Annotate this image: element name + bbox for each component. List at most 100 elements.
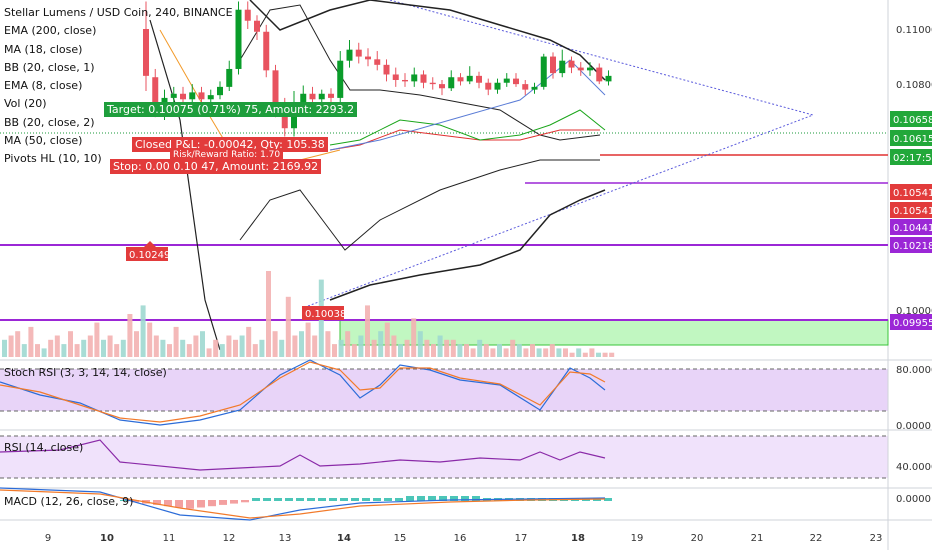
macd-hist-23 xyxy=(373,498,381,501)
volume-bar-22 xyxy=(147,322,153,357)
macd-signal-line xyxy=(0,489,606,519)
macd-label[interactable]: MACD (12, 26, close, 9) xyxy=(4,495,134,508)
indicator-legend: Stellar Lumens / USD Coin, 240, BINANCE … xyxy=(4,4,233,169)
price-badge-bg-4 xyxy=(890,184,932,200)
volume-bar-63 xyxy=(417,331,423,357)
price-badge-bg-7 xyxy=(890,237,932,253)
candle-body-40 xyxy=(513,78,519,85)
indicator-pivots[interactable]: Pivots HL (10, 10) xyxy=(4,152,102,166)
x-tick-13: 13 xyxy=(279,533,292,544)
candle-body-35 xyxy=(466,75,473,82)
candle-body-30 xyxy=(420,74,427,83)
candle-body-7 xyxy=(207,95,214,100)
ma18-line xyxy=(329,109,606,146)
candle-body-20 xyxy=(328,93,334,98)
volume-bar-90 xyxy=(596,352,601,357)
volume-bar-10 xyxy=(68,331,73,357)
candle-body-44 xyxy=(550,56,556,74)
macd-hist-22 xyxy=(362,498,370,501)
rsi-tick-40: 40.0000 xyxy=(896,462,932,473)
candle-body-32 xyxy=(439,84,445,89)
risk-reward-label[interactable]: Risk/Reward Ratio: 1.70 xyxy=(170,149,284,161)
stop-label[interactable]: Stop: 0.00 0.10 47, Amount: 2169.92 xyxy=(110,159,322,174)
x-tick-10: 10 xyxy=(100,533,114,544)
volume-bar-69 xyxy=(457,344,463,357)
volume-bar-68 xyxy=(450,339,456,357)
volume-bar-91 xyxy=(602,352,608,357)
indicator-bb1[interactable]: BB (20, close, 1) xyxy=(4,60,95,74)
candle-body-9 xyxy=(226,68,233,87)
volume-bar-65 xyxy=(431,344,436,357)
volume-bar-74 xyxy=(490,348,496,357)
stoch-rsi-label[interactable]: Stoch RSI (3, 3, 14, 14, close) xyxy=(4,366,167,379)
macd-hist-14 xyxy=(274,498,282,501)
volume-bar-4 xyxy=(28,326,34,357)
price-badge-bg-2 xyxy=(890,149,932,165)
volume-bar-37 xyxy=(246,326,252,357)
volume-bar-43 xyxy=(285,296,291,357)
volume-bar-57 xyxy=(378,331,384,357)
indicator-vol[interactable]: Vol (20) xyxy=(4,97,47,111)
candle-body-5 xyxy=(189,92,196,100)
volume-bar-33 xyxy=(219,344,225,357)
indicator-ma18[interactable]: MA (18, close) xyxy=(4,42,83,56)
macd-hist-5 xyxy=(175,500,183,508)
volume-bar-20 xyxy=(134,331,139,357)
volume-bar-40 xyxy=(266,271,271,357)
indicator-ema8[interactable]: EMA (8, close) xyxy=(4,79,83,93)
volume-bar-29 xyxy=(193,335,199,357)
candle-body-14 xyxy=(272,70,279,107)
price-badge-bg-3 xyxy=(890,167,932,183)
macd-hist-3 xyxy=(153,500,161,505)
indicator-bb2[interactable]: BB (20, close, 2) xyxy=(4,115,95,129)
candle-body-11 xyxy=(244,9,251,21)
volume-bar-49 xyxy=(325,331,331,357)
candle-body-46 xyxy=(568,60,575,68)
macd-hist-27 xyxy=(417,496,425,501)
indicator-ma50[interactable]: MA (50, close) xyxy=(4,134,83,148)
volume-bar-12 xyxy=(81,339,87,357)
candle-body-50 xyxy=(605,75,612,82)
volume-bar-1 xyxy=(8,335,14,357)
bb-lower-line xyxy=(239,159,600,251)
candle-body-0 xyxy=(143,29,149,76)
volume-bar-0 xyxy=(2,339,7,357)
volume-bar-24 xyxy=(160,339,166,357)
macd-hist-20 xyxy=(340,498,348,501)
volume-bar-76 xyxy=(503,348,509,357)
candle-body-21 xyxy=(337,60,344,98)
pivot-low-flag: 0.10038 xyxy=(305,309,346,320)
rsi-line xyxy=(0,439,606,471)
volume-bar-16 xyxy=(107,335,113,357)
volume-bar-75 xyxy=(497,344,502,357)
volume-bar-41 xyxy=(272,331,278,357)
volume-bar-64 xyxy=(424,339,430,357)
stoch-tick-80: 80.0000 xyxy=(896,365,932,376)
macd-hist-21 xyxy=(351,498,359,501)
volume-bar-23 xyxy=(153,335,159,357)
closed-pnl-label[interactable]: Closed P&L: -0.00042, Qty: 105.38 xyxy=(132,137,328,152)
macd-hist-4 xyxy=(164,500,172,507)
x-tick-18: 18 xyxy=(571,533,585,544)
candle-body-3 xyxy=(170,93,177,98)
volume-bar-70 xyxy=(464,344,469,357)
volume-bar-47 xyxy=(312,335,318,357)
candle-body-39 xyxy=(503,78,510,83)
target-label[interactable]: Target: 0.10075 (0.71%) 75, Amount: 2293… xyxy=(104,102,358,117)
candle-body-26 xyxy=(383,64,390,75)
macd-hist-25 xyxy=(395,498,403,501)
candle-body-31 xyxy=(429,82,436,85)
candle-body-49 xyxy=(596,67,603,82)
indicator-ema200[interactable]: EMA (200, close) xyxy=(4,24,97,38)
volume-bar-52 xyxy=(345,331,351,357)
volume-bar-32 xyxy=(213,339,219,357)
macd-hist-19 xyxy=(329,498,337,501)
rsi-label[interactable]: RSI (14, close) xyxy=(4,441,84,454)
volume-bar-27 xyxy=(180,339,186,357)
volume-bar-51 xyxy=(338,339,344,357)
candle-body-45 xyxy=(559,60,566,74)
candle-body-29 xyxy=(411,74,418,82)
volume-bar-61 xyxy=(404,339,410,357)
